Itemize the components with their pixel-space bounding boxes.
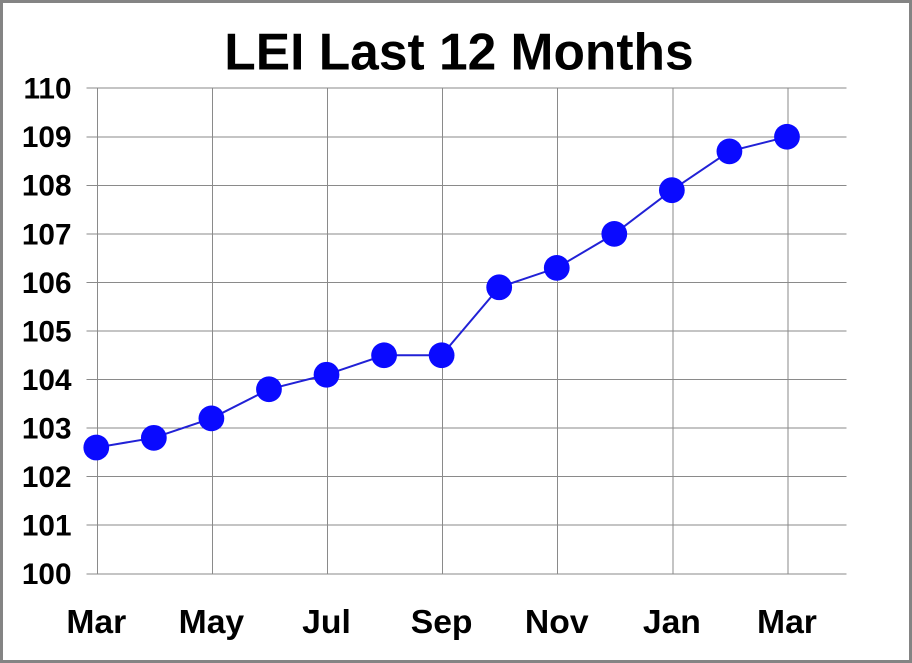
lei-line-chart: 100 101 102 103 104 105 106 107 108 109 110 Mar May…	[22, 22, 847, 641]
data-series	[83, 123, 800, 461]
data-point	[313, 361, 340, 388]
gridlines	[86, 87, 847, 575]
data-point	[371, 342, 397, 369]
x-tick-label: Jan	[643, 604, 701, 641]
y-axis-labels: 100 101 102 103 104 105 106 107 108 109 110	[22, 73, 72, 592]
x-tick-label: Nov	[525, 604, 589, 641]
y-tick-label: 106	[22, 267, 72, 300]
data-point	[658, 177, 685, 204]
x-tick-label: May	[179, 604, 245, 641]
data-point	[486, 274, 513, 301]
x-tick-label: Jul	[302, 604, 351, 641]
y-tick-label: 109	[22, 121, 72, 154]
y-tick-label: 102	[22, 461, 72, 494]
data-point	[140, 424, 167, 451]
data-point	[543, 254, 570, 281]
x-tick-label: Mar	[66, 604, 126, 641]
data-point	[256, 376, 282, 403]
x-tick-label: Mar	[757, 604, 817, 641]
chart-title: LEI Last 12 Months	[224, 22, 693, 80]
y-tick-label: 105	[22, 315, 72, 348]
y-tick-label: 100	[22, 558, 72, 591]
x-axis-labels: Mar May Jul Sep Nov Jan Mar	[66, 604, 817, 641]
data-point	[428, 342, 455, 369]
y-tick-label: 103	[22, 413, 72, 446]
data-point	[601, 221, 628, 247]
y-tick-label: 107	[22, 218, 72, 251]
data-point	[198, 405, 225, 432]
x-tick-label: Sep	[411, 604, 473, 641]
data-point	[83, 434, 110, 461]
y-tick-label: 104	[22, 364, 72, 397]
data-point	[774, 123, 800, 150]
y-tick-label: 110	[24, 73, 72, 106]
y-tick-label: 108	[22, 170, 72, 203]
series-line	[96, 135, 788, 449]
data-point	[716, 138, 743, 165]
y-tick-label: 101	[22, 510, 72, 543]
